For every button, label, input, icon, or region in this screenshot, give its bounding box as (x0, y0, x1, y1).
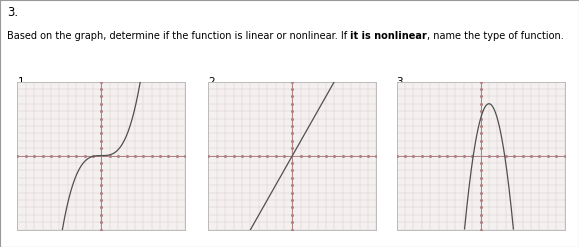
Text: 3.: 3. (397, 77, 406, 86)
Text: 3.: 3. (7, 6, 18, 19)
Text: , name the type of function.: , name the type of function. (427, 31, 564, 41)
Text: 2.: 2. (208, 77, 218, 86)
Text: it is nonlinear: it is nonlinear (350, 31, 427, 41)
Text: 1.: 1. (17, 77, 27, 86)
Text: Based on the graph, determine if the function is linear or nonlinear. If: Based on the graph, determine if the fun… (7, 31, 350, 41)
